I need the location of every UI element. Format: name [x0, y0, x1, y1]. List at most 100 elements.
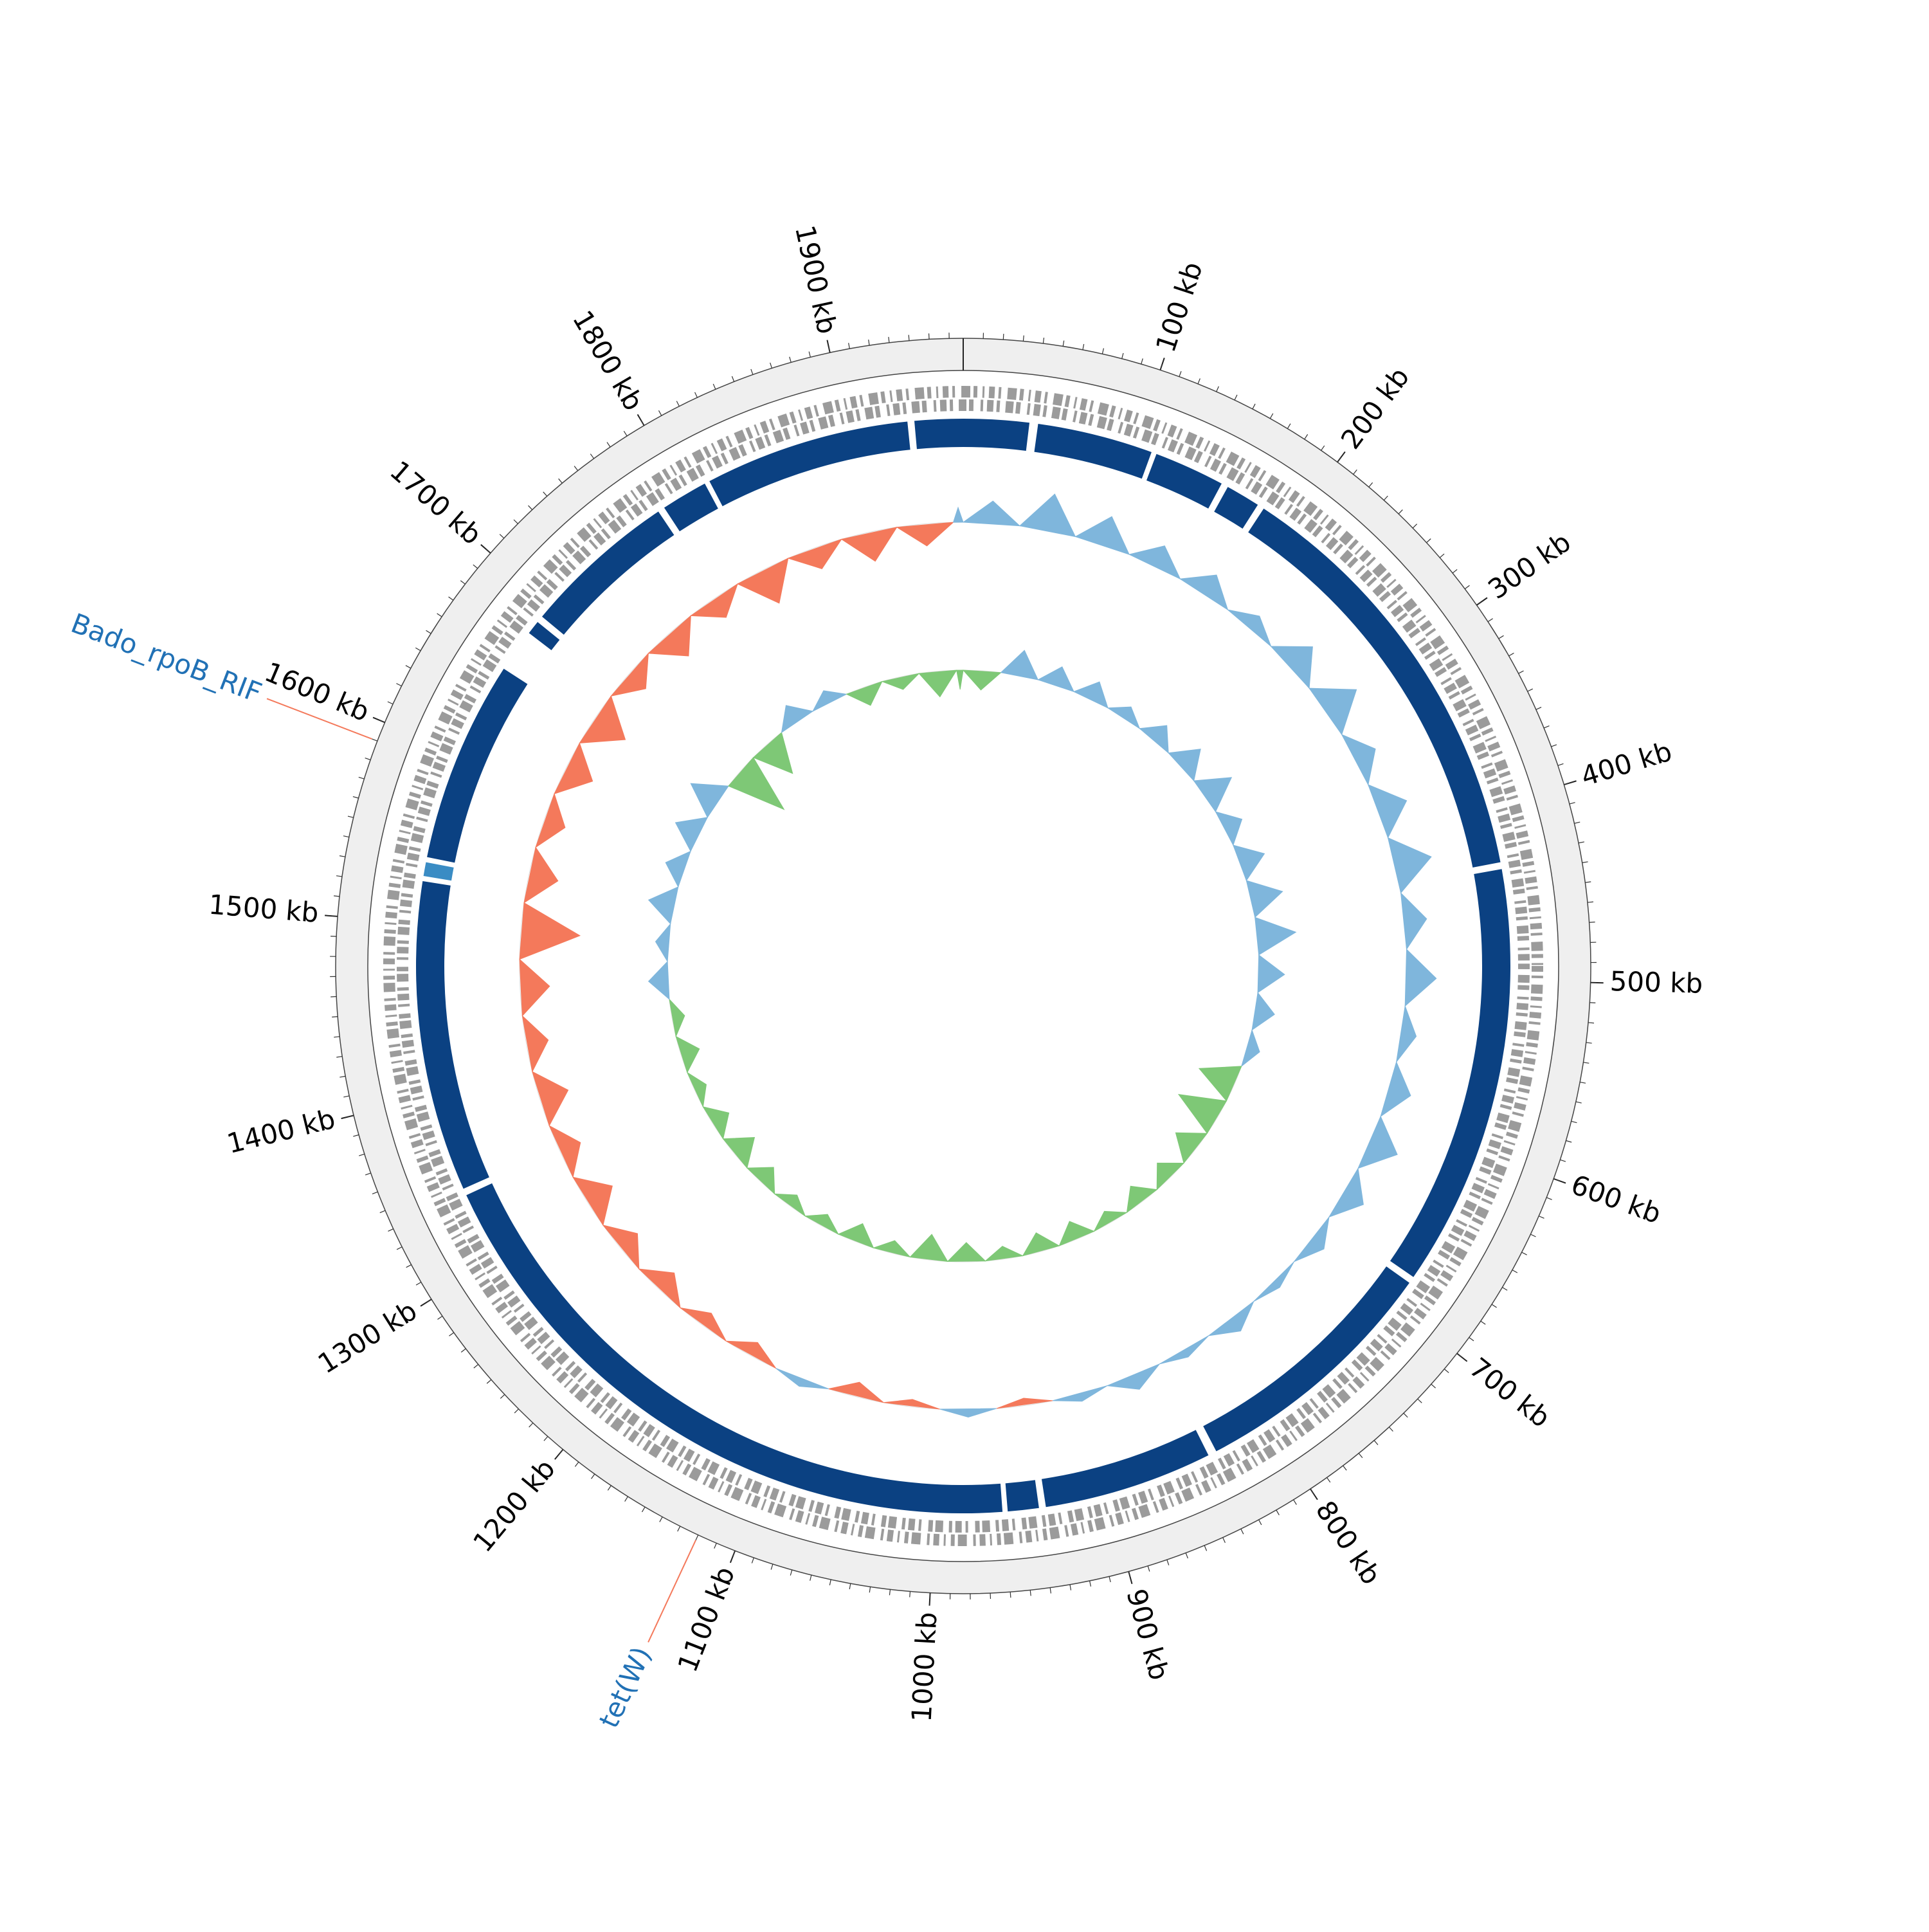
minor-tick [487, 1380, 491, 1383]
minor-tick [607, 442, 610, 447]
minor-tick [449, 597, 453, 600]
minor-tick [340, 856, 345, 857]
gc_content-bar [1329, 1169, 1363, 1217]
gc_content-bar [1368, 785, 1407, 838]
gc_content-bar [1254, 1262, 1294, 1302]
annotation-label: tet(W) [593, 1642, 658, 1733]
minor-tick [1418, 1399, 1422, 1403]
gc_skew-bar [649, 887, 678, 924]
minor-tick [1198, 378, 1200, 383]
minor-tick [641, 421, 644, 426]
gc_content-bar [963, 501, 1020, 526]
contig [1006, 1480, 1039, 1511]
gc_content-bar [1401, 893, 1427, 949]
gc_skew-bar [1168, 749, 1200, 781]
gc_content-bar [829, 1382, 883, 1403]
minor-tick [416, 1282, 421, 1286]
minor-tick [1030, 1590, 1031, 1596]
annotation-label: Bado_rpoB_RIF [67, 607, 266, 709]
gc_content-bar [680, 1308, 726, 1341]
minor-tick [340, 1076, 345, 1077]
minor-tick [396, 684, 401, 686]
minor-tick [473, 565, 478, 569]
minor-tick [365, 1173, 370, 1175]
minor-tick [751, 369, 753, 374]
minor-tick [1354, 469, 1357, 474]
minor-tick [343, 836, 349, 837]
minor-tick [1050, 1588, 1051, 1594]
minor-tick [714, 1543, 717, 1548]
minor-tick [1359, 1454, 1363, 1458]
minor-tick [1539, 1216, 1544, 1219]
minor-tick [1217, 387, 1219, 392]
minor-tick [1571, 1121, 1577, 1122]
gc_content-bar [1388, 838, 1431, 893]
gc_content-bar [611, 653, 648, 696]
minor-tick [500, 534, 504, 538]
gc_skew-bar [1074, 682, 1108, 708]
contig [914, 419, 963, 449]
gc_skew-bar [1215, 812, 1242, 845]
minor-tick [486, 549, 491, 553]
gene-track-forward [389, 392, 1537, 1540]
gc_skew-bar [703, 1107, 729, 1139]
gc_content-bar [1107, 1364, 1159, 1389]
minor-tick [334, 896, 340, 897]
minor-tick [1477, 602, 1481, 605]
minor-tick [1327, 1477, 1330, 1482]
gc_content-bar [788, 539, 842, 569]
minor-tick [1204, 1545, 1206, 1551]
minor-tick [1003, 334, 1004, 340]
ruler-ring [352, 354, 1575, 1578]
contig [542, 511, 674, 635]
gc_skew-bar [723, 1138, 755, 1168]
gc_skew-bar [846, 682, 882, 706]
minor-tick [592, 1474, 595, 1479]
minor-tick [1453, 569, 1457, 573]
gc_skew-bar [1252, 992, 1274, 1030]
gc_skew-bar [1258, 955, 1285, 993]
gc_skew-bar [1199, 1066, 1242, 1101]
minor-tick [1469, 1338, 1474, 1341]
minor-tick [1576, 1102, 1582, 1103]
gc_content-bar [997, 1398, 1053, 1408]
minor-tick [1553, 1179, 1559, 1181]
gc_skew-bar [1175, 1133, 1207, 1163]
minor-tick [372, 1192, 377, 1194]
minor-tick [1519, 671, 1524, 673]
minor-tick [1148, 1566, 1150, 1572]
gc_skew-bar [1127, 1186, 1157, 1212]
minor-tick [1276, 1510, 1279, 1515]
gc_skew-bar [1094, 1211, 1127, 1231]
gc_content-bar [1309, 688, 1357, 734]
gc_skew-bar [1059, 1221, 1094, 1246]
contig [1248, 509, 1500, 868]
tick-label: 500 kb [1609, 965, 1703, 999]
minor-tick [1343, 1466, 1346, 1470]
minor-tick [1399, 510, 1402, 514]
gc_skew-bar [957, 670, 963, 689]
minor-tick [1063, 341, 1064, 347]
minor-tick [1444, 1369, 1449, 1373]
gc_content-bar [603, 1225, 639, 1269]
contig [664, 484, 718, 531]
minor-tick [695, 392, 698, 397]
minor-tick [1321, 446, 1325, 450]
contig [416, 881, 489, 1189]
gc_content-bar [940, 1408, 997, 1417]
minor-tick [449, 1333, 453, 1336]
minor-tick [1043, 338, 1044, 343]
gc_content-bar [738, 558, 788, 603]
minor-tick [426, 1299, 431, 1302]
minor-tick [559, 1450, 563, 1454]
gc_content-bar [1053, 1386, 1107, 1401]
minor-tick [1294, 1500, 1297, 1505]
minor-tick [1083, 344, 1084, 350]
minor-tick [1427, 539, 1431, 543]
minor-tick [437, 614, 442, 617]
gc_skew-bar [838, 1224, 874, 1248]
minor-tick [543, 492, 547, 497]
minor-tick [1241, 1529, 1244, 1534]
minor-tick [1010, 1592, 1011, 1598]
